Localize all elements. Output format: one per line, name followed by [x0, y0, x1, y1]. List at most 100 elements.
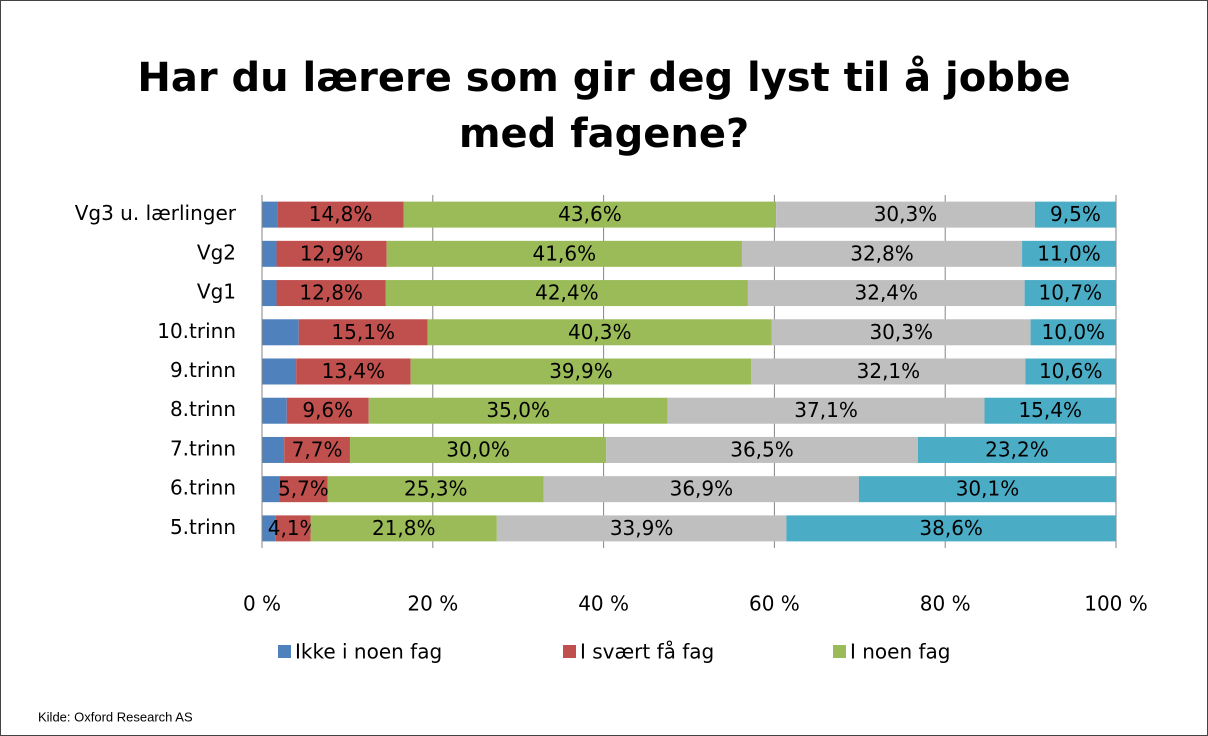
y-tick-label: Vg1	[197, 280, 236, 304]
legend-label: I noen fag	[850, 640, 951, 664]
data-label: 5,7%	[278, 477, 329, 501]
bar-segment	[286, 397, 369, 424]
bar-segment	[1034, 201, 1116, 228]
bar-segment	[385, 280, 748, 307]
data-label: 37,1%	[794, 398, 858, 422]
bar-segment	[262, 358, 297, 385]
bar-segment	[275, 515, 311, 542]
legend-swatch	[278, 645, 291, 658]
data-label: 15,1%	[331, 320, 395, 344]
bar-segment	[771, 319, 1031, 346]
legend-swatch	[563, 645, 576, 658]
bar-segment	[262, 397, 287, 424]
bar-segment	[747, 280, 1025, 307]
y-tick-label: 8.trinn	[170, 397, 236, 421]
bar-segment	[296, 358, 411, 385]
bar-segment	[349, 436, 607, 463]
legend-swatch	[833, 645, 846, 658]
data-label: 23,2%	[985, 437, 1049, 461]
bar-segment	[310, 515, 497, 542]
legend-label: I svært få fag	[580, 640, 714, 664]
bar-segment	[298, 319, 428, 346]
x-tick-label: 100 %	[1084, 592, 1148, 616]
data-label: 41,6%	[533, 241, 597, 265]
data-label: 32,1%	[857, 359, 921, 383]
data-label: 30,0%	[446, 437, 510, 461]
data-label: 9,5%	[1050, 202, 1101, 226]
bar-segment	[1022, 240, 1116, 267]
x-tick-label: 80 %	[920, 592, 971, 616]
bar-segment	[496, 515, 787, 542]
bar-segment	[277, 201, 404, 228]
bar-segment	[262, 319, 299, 346]
y-tick-label: Vg3 u. lærlinger	[75, 201, 237, 225]
bar-segment	[410, 358, 752, 385]
bar-segment	[786, 515, 1116, 542]
data-label: 11,0%	[1037, 241, 1101, 265]
y-tick-label: Vg2	[197, 240, 236, 264]
bar-segment	[858, 476, 1116, 503]
bar-segment	[776, 201, 1035, 228]
bar-segment	[984, 397, 1116, 424]
bar-segment	[386, 240, 742, 267]
data-label: 43,6%	[558, 202, 622, 226]
data-label: 13,4%	[322, 359, 386, 383]
bar-segment	[403, 201, 777, 228]
data-label: 32,4%	[855, 281, 919, 305]
data-label: 30,1%	[956, 477, 1020, 501]
data-label: 25,3%	[404, 477, 468, 501]
bar-segment	[667, 397, 985, 424]
data-label: 9,6%	[302, 398, 353, 422]
data-label: 7,7%	[292, 437, 343, 461]
data-label: 36,5%	[730, 437, 794, 461]
x-tick-label: 40 %	[578, 592, 629, 616]
data-label: 32,8%	[850, 241, 914, 265]
data-label: 36,9%	[670, 477, 734, 501]
data-label: 40,3%	[568, 320, 632, 344]
source: Kilde: Oxford Research AS	[38, 709, 193, 724]
data-label: 12,9%	[300, 241, 364, 265]
x-tick-label: 60 %	[749, 592, 800, 616]
legend-label: Ikke i noen fag	[295, 640, 442, 664]
bar-segment	[368, 397, 668, 424]
bar-segment	[276, 280, 386, 307]
y-tick-label: 7.trinn	[170, 436, 236, 460]
data-label: 38,6%	[919, 516, 983, 540]
y-tick-label: 6.trinn	[170, 476, 236, 500]
bar-segment	[327, 476, 544, 503]
bar-segment	[276, 240, 387, 267]
data-label: 33,9%	[610, 516, 674, 540]
bar-segment	[1025, 358, 1116, 385]
x-tick-label: 20 %	[407, 592, 458, 616]
data-label: 12,8%	[299, 281, 363, 305]
bar-segment	[262, 476, 280, 503]
data-label: 35,0%	[486, 398, 550, 422]
bar-segment	[1030, 319, 1116, 346]
bar-segment	[741, 240, 1023, 267]
y-tick-label: 9.trinn	[170, 358, 236, 382]
bar-segment	[606, 436, 918, 463]
data-label: 15,4%	[1018, 398, 1082, 422]
bar-segment	[284, 436, 350, 463]
bar-segment	[427, 319, 772, 346]
data-label: 30,3%	[874, 202, 938, 226]
y-tick-label: 10.trinn	[157, 319, 236, 343]
bar-segment	[262, 436, 285, 463]
bar-segment	[917, 436, 1116, 463]
bar-segment	[262, 280, 277, 307]
data-label: 21,8%	[372, 516, 436, 540]
x-tick-label: 0 %	[243, 592, 281, 616]
bar-segment	[262, 201, 278, 228]
data-label: 30,3%	[869, 320, 933, 344]
data-label: 14,8%	[309, 202, 373, 226]
bar-segment	[279, 476, 328, 503]
bar-segment	[543, 476, 859, 503]
data-label: 10,0%	[1042, 320, 1106, 344]
bar-segment	[1024, 280, 1116, 307]
data-label: 10,6%	[1039, 359, 1103, 383]
data-label: 4,1%	[268, 516, 319, 540]
bar-segment	[262, 240, 277, 267]
y-tick-label: 5.trinn	[170, 515, 236, 539]
